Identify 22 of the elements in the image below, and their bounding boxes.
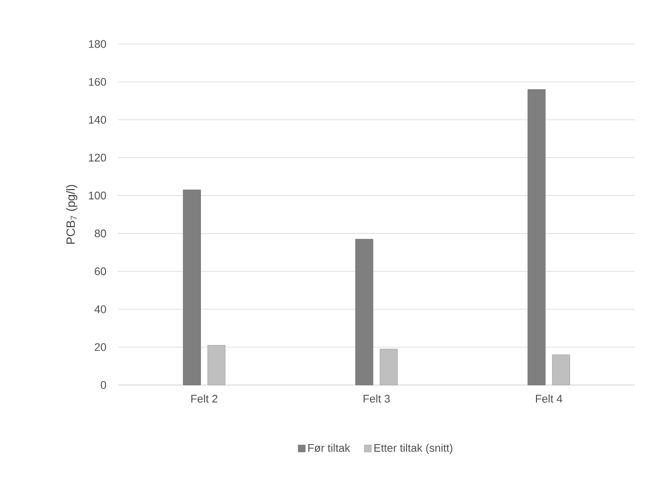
y-tick-label: 60 xyxy=(94,267,106,276)
bar xyxy=(355,238,374,386)
legend-label: Før tiltak xyxy=(308,444,350,452)
y-tick-label: 0 xyxy=(100,381,106,389)
y-tick-label: 180 xyxy=(88,40,106,48)
x-tick-label: Felt 4 xyxy=(536,394,562,403)
y-tick-label: 40 xyxy=(94,305,106,314)
bar xyxy=(380,348,398,386)
y-tick-label: 120 xyxy=(88,154,106,162)
y-tick-label: 100 xyxy=(88,192,106,200)
y-axis-title: PCB$_{7}$ (pg/l) xyxy=(66,184,78,244)
y-tick-label: 160 xyxy=(88,78,106,86)
bar xyxy=(182,190,201,386)
bar xyxy=(207,345,226,386)
y-tick-label: 140 xyxy=(88,116,106,124)
y-tick-label: 80 xyxy=(94,230,106,238)
y-tick-label: 20 xyxy=(94,343,106,352)
x-tick-label: Felt 2 xyxy=(191,394,218,403)
x-tick-label: Felt 3 xyxy=(364,394,390,403)
bar xyxy=(552,354,570,386)
bar xyxy=(528,89,546,386)
legend-label: Etter tiltak (snitt) xyxy=(374,444,452,454)
